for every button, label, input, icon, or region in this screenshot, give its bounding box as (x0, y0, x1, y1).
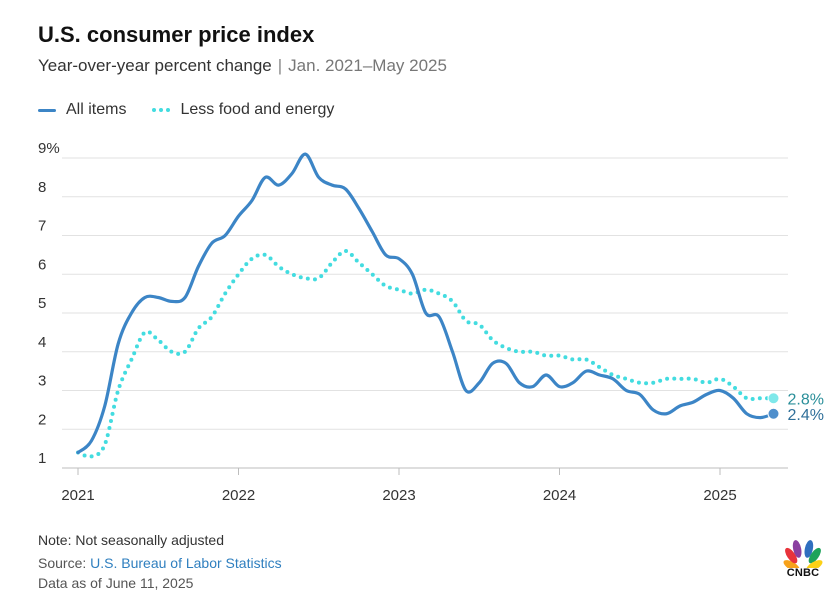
cnbc-logo[interactable]: CNBC (781, 540, 825, 580)
logo-text: CNBC (786, 567, 820, 579)
x-tick-label: 2022 (222, 487, 255, 504)
chart-title: U.S. consumer price index (38, 22, 315, 47)
legend-swatch-solid (38, 108, 56, 112)
x-tick-label: 2025 (703, 487, 736, 504)
subtitle-separator: | (277, 56, 283, 75)
y-tick-label: 3 (38, 373, 46, 390)
legend-label-core: Less food and energy (180, 101, 335, 118)
source-prefix: Source: (38, 555, 91, 571)
end-label-layer: 2.8%2.4% (767, 391, 824, 424)
end-label-less-food-and-energy: 2.8% (788, 391, 824, 408)
series-line-less-food-and-energy (76, 249, 776, 459)
y-tick-label: 5 (38, 295, 46, 312)
y-tick-label: 9% (38, 140, 60, 157)
y-tick-label: 2 (38, 411, 46, 428)
footer-note: Note: Not seasonally adjusted (38, 532, 224, 548)
peacock-icon (783, 540, 823, 572)
x-tick-label: 2024 (543, 487, 576, 504)
end-marker-all-items (767, 407, 780, 420)
x-tick-label: 2021 (61, 487, 94, 504)
y-tick-label: 6 (38, 256, 46, 273)
y-tick-label: 7 (38, 218, 46, 235)
chart-legend: All items Less food and energy (38, 100, 360, 120)
line-chart: 1 2 3 4 5 6 7 8 9% 2021 2022 2023 2024 2025 2.8%2.4% (38, 140, 824, 504)
footer-source: Source: U.S. Bureau of Labor Statistics (38, 555, 282, 571)
y-tick-label: 4 (38, 334, 46, 351)
source-link[interactable]: U.S. Bureau of Labor Statistics (90, 555, 282, 571)
y-axis-labels: 1 2 3 4 5 6 7 8 9% (38, 140, 60, 467)
x-axis-labels: 2021 2022 2023 2024 2025 (61, 468, 737, 504)
y-tick-label: 8 (38, 179, 46, 196)
series-layer (76, 152, 776, 459)
end-marker-less-food-and-energy (767, 392, 780, 405)
legend-item-all-items[interactable]: All items (38, 101, 126, 119)
subtitle-text: Year-over-year percent change (38, 56, 272, 75)
legend-item-core[interactable]: Less food and energy (152, 101, 334, 119)
y-tick-label: 1 (38, 450, 46, 467)
footer-date: Data as of June 11, 2025 (38, 575, 194, 591)
x-tick-label: 2023 (382, 487, 415, 504)
series-line-all-items (76, 152, 776, 455)
subtitle-range: Jan. 2021–May 2025 (288, 56, 447, 75)
end-label-all-items: 2.4% (788, 407, 824, 424)
legend-swatch-dotted (152, 108, 171, 112)
legend-label-all-items: All items (66, 101, 127, 118)
chart-subtitle: Year-over-year percent change | Jan. 2021–… (38, 56, 447, 76)
